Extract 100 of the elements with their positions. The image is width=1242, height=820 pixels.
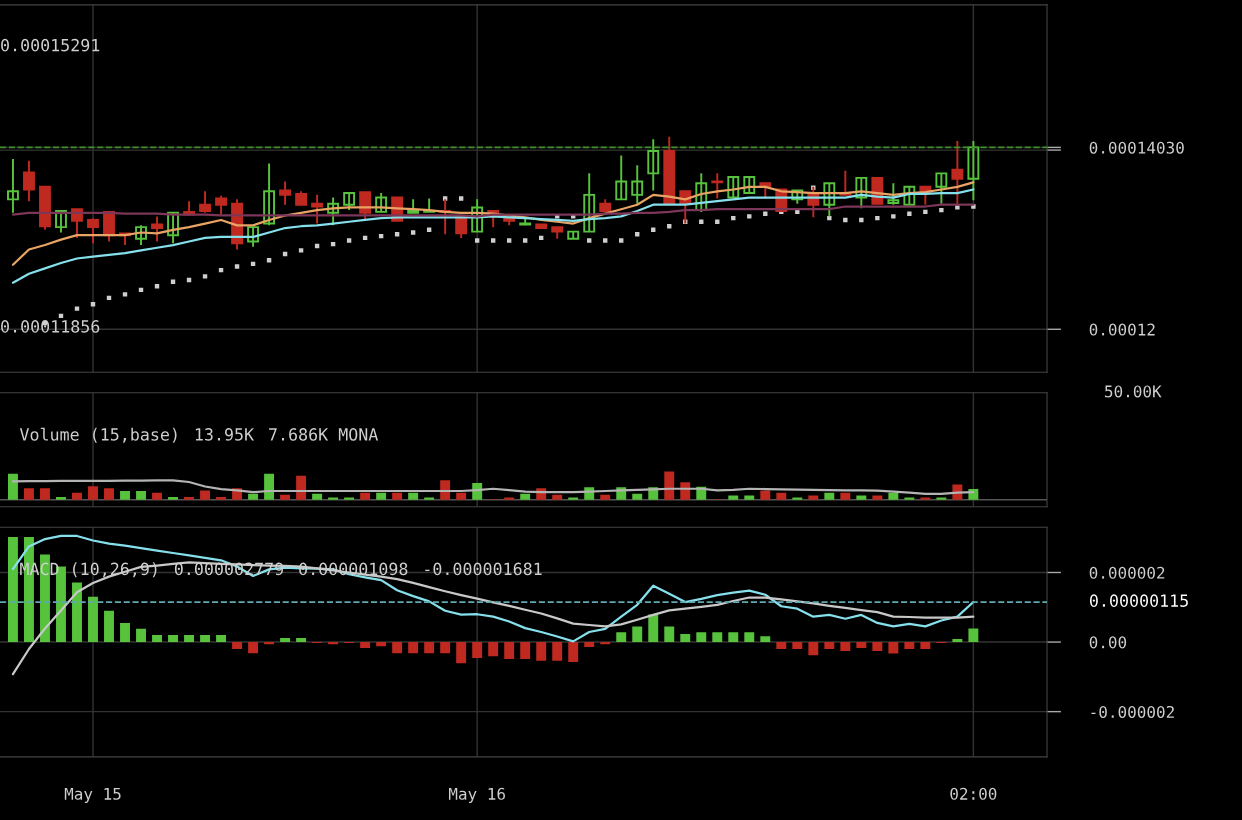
candlestick [167, 211, 179, 245]
bar [904, 642, 915, 650]
bar [216, 635, 227, 643]
point [603, 238, 608, 243]
bar [664, 626, 675, 643]
candlestick [135, 224, 147, 247]
bar [840, 492, 851, 500]
bar [968, 628, 979, 643]
point [859, 217, 864, 223]
bar [392, 492, 403, 500]
bar [952, 638, 963, 643]
text: 13.95K [195, 428, 255, 441]
bar [632, 626, 643, 643]
bar [456, 642, 467, 664]
bar [600, 494, 611, 500]
bar [808, 495, 819, 500]
bar [536, 642, 547, 661]
bar [360, 492, 371, 500]
bar [120, 491, 130, 500]
bar [856, 642, 867, 648]
bar [376, 492, 387, 500]
bar [568, 642, 579, 662]
point [875, 215, 880, 221]
annotation: -0.000001681 [425, 562, 542, 576]
bar [456, 492, 467, 500]
bar [152, 635, 162, 643]
point [490, 238, 496, 243]
bar [584, 642, 595, 647]
bar [136, 491, 146, 500]
bar [40, 488, 50, 500]
bar [24, 488, 34, 500]
bar [312, 493, 323, 500]
bar [744, 632, 755, 643]
bar [376, 642, 387, 647]
candlestick [935, 172, 948, 205]
bar [840, 642, 851, 652]
bar [168, 635, 178, 643]
point [122, 292, 128, 297]
bar [760, 636, 771, 643]
candlestick [375, 192, 388, 213]
bar [472, 642, 483, 659]
bar [728, 632, 739, 643]
bar [136, 628, 146, 643]
bar [328, 497, 339, 500]
bar [440, 480, 451, 500]
candlestick [711, 172, 724, 200]
annotation: 0.00015291 [1, 38, 100, 52]
point [891, 214, 896, 219]
x-tick-label: May 15 [64, 787, 121, 803]
point [506, 238, 512, 243]
bar [696, 632, 707, 643]
candlestick [263, 162, 276, 227]
bar [72, 582, 82, 643]
candlestick [471, 198, 484, 233]
bar [520, 642, 531, 660]
bar [408, 492, 419, 500]
bar [872, 495, 883, 500]
bar [664, 471, 675, 500]
y-tick-label: -0.000002 [1091, 705, 1174, 718]
bar [200, 490, 211, 500]
bar [776, 642, 787, 650]
candlestick [151, 215, 163, 243]
bar [744, 495, 755, 500]
bar [904, 497, 915, 500]
bar [888, 492, 899, 500]
bar [872, 642, 883, 652]
candlestick [951, 140, 964, 205]
bar [8, 473, 18, 500]
x-tick-label: May 16 [448, 787, 505, 803]
candlestick [247, 226, 259, 248]
bar [888, 642, 899, 654]
bar [504, 642, 515, 660]
bar [520, 493, 531, 500]
bar [424, 642, 435, 654]
chart-title: Volume (15,base) [19, 427, 177, 443]
bar [344, 497, 355, 500]
point [202, 274, 208, 279]
bar [856, 495, 867, 500]
bar [232, 642, 243, 650]
bar [72, 492, 82, 500]
bar [120, 622, 130, 643]
bar [728, 495, 739, 500]
candlestick [631, 164, 644, 205]
bar [280, 637, 291, 643]
candlestick [199, 190, 211, 214]
candlestick [647, 138, 660, 192]
annotation: 0.00011856 [1, 320, 100, 333]
candlestick [615, 154, 628, 201]
candlestick [215, 194, 227, 216]
point [74, 306, 80, 311]
candlestick [727, 175, 740, 199]
bar [552, 642, 563, 661]
candlestick [311, 193, 324, 225]
bar [360, 642, 371, 648]
point [619, 238, 624, 243]
bar [152, 492, 162, 500]
bar [776, 492, 787, 500]
point [522, 238, 528, 243]
bar [88, 596, 98, 643]
point [763, 211, 768, 216]
